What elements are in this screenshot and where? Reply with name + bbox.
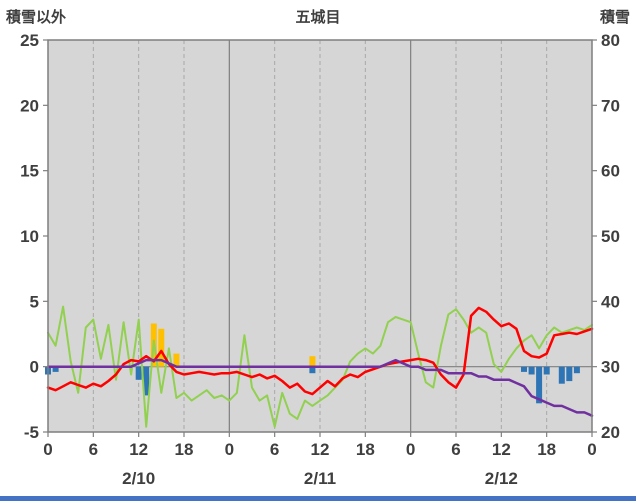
blue-bar — [309, 366, 316, 374]
left-axis-title: 積雪以外 — [6, 9, 67, 26]
purple-line-series — [46, 358, 594, 417]
x-axis-day-label: 2/10 — [122, 469, 155, 488]
blue-bar — [52, 366, 59, 372]
right-axis-tick-label: 80 — [601, 31, 620, 50]
left-axis-tick-label: -5 — [24, 423, 39, 442]
blue-bar — [573, 366, 580, 374]
x-axis-day-label: 2/11 — [304, 469, 336, 488]
bottom-accent-bar — [0, 496, 636, 501]
left-axis-tick-label: 25 — [20, 31, 39, 50]
blue-bar — [521, 366, 527, 372]
left-axis-tick-label: 5 — [30, 292, 39, 311]
blue-bar — [135, 366, 142, 380]
right-axis-tick-label: 20 — [601, 423, 620, 442]
x-axis-hour-label: 0 — [587, 440, 596, 459]
orange-bar — [158, 328, 165, 367]
right-axis-title: 積雪 — [599, 9, 630, 26]
left-axis-tick-label: 10 — [20, 227, 39, 246]
left-axis-tick-label: 20 — [20, 96, 39, 115]
orange-bar — [173, 353, 180, 367]
x-axis-hour-label: 6 — [451, 440, 460, 459]
orange-bar — [309, 356, 316, 367]
right-axis-tick-label: 50 — [601, 227, 620, 246]
blue-bar — [536, 366, 543, 404]
x-axis-hour-label: 0 — [406, 440, 415, 459]
blue-bar — [558, 366, 565, 384]
left-axis-tick-label: 0 — [30, 358, 39, 377]
x-axis-hour-label: 18 — [537, 440, 556, 459]
x-axis-hour-label: 0 — [225, 440, 234, 459]
x-axis-hour-label: 12 — [129, 440, 148, 459]
right-axis-tick-label: 60 — [601, 162, 620, 181]
green-line-series — [47, 305, 593, 428]
x-axis-hour-label: 6 — [89, 440, 98, 459]
x-axis-hour-label: 12 — [492, 440, 511, 459]
right-axis-tick-label: 30 — [601, 358, 620, 377]
red-line-series — [46, 306, 594, 396]
x-axis-hour-label: 18 — [356, 440, 375, 459]
right-axis-tick-label: 40 — [601, 292, 620, 311]
left-axis-tick-label: 15 — [20, 162, 39, 181]
x-axis-hour-label: 0 — [43, 440, 52, 459]
right-axis-tick-label: 70 — [601, 96, 620, 115]
x-axis-day-label: 2/12 — [485, 469, 518, 488]
chart-title: 五城目 — [295, 9, 341, 26]
blue-bar — [566, 366, 573, 382]
x-axis-hour-label: 18 — [175, 440, 194, 459]
blue-bar — [528, 366, 535, 375]
blue-bar — [143, 366, 150, 396]
x-axis-hour-label: 12 — [311, 440, 330, 459]
blue-bar — [543, 366, 550, 375]
x-axis-hour-label: 6 — [270, 440, 279, 459]
